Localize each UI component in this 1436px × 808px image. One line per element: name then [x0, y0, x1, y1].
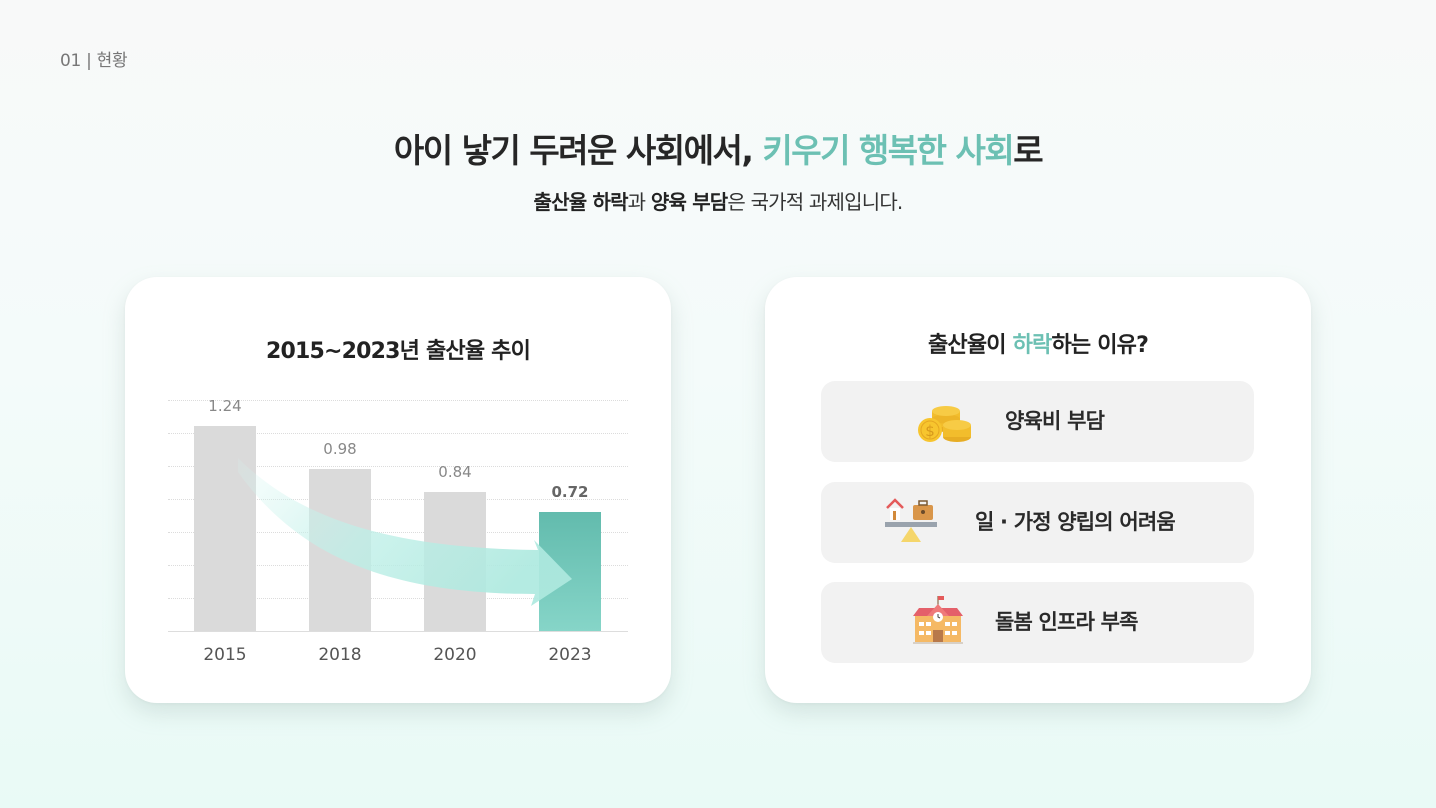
bar-2023 — [539, 512, 601, 631]
svg-text:$: $ — [925, 422, 935, 440]
reasons-title-part1: 출산율이 — [927, 333, 1013, 358]
reasons-title: 출산율이 하락하는 이유? — [765, 327, 1311, 359]
bar-2015 — [194, 426, 256, 631]
reasons-title-part2: 하는 이유? — [1051, 333, 1149, 358]
value-label: 0.98 — [323, 440, 357, 458]
reason-label: 일 · 가정 양립의 어려움 — [975, 510, 1176, 534]
reason-item-childcare-cost: $ 양육비 부담 — [821, 381, 1254, 462]
bar-2018 — [309, 469, 371, 631]
reasons-title-accent: 하락 — [1012, 333, 1053, 358]
x-tick-label: 2018 — [318, 645, 362, 665]
coins-icon: $ — [918, 406, 971, 442]
section-label: 01 | 현황 — [60, 51, 128, 71]
gridline — [168, 433, 628, 434]
x-tick-label: 2020 — [433, 645, 477, 665]
reason-item-work-life: 일 · 가정 양립의 어려움 — [821, 482, 1254, 563]
chart-title: 2015~2023년 출산율 추이 — [265, 339, 531, 364]
x-tick-label: 2015 — [203, 645, 247, 665]
value-label: 0.84 — [438, 463, 472, 481]
gridline — [168, 400, 628, 401]
x-tick-label: 2023 — [548, 645, 592, 665]
chart-card: 2015~2023년 출산율 추이 1.24 0.98 0.84 — [125, 277, 671, 703]
value-label-highlight: 0.72 — [551, 483, 589, 501]
page-title: 아이 낳기 두려운 사회에서, 키우기 행복한 사회로 — [0, 124, 1436, 172]
title-accent: 키우기 행복한 사회 — [762, 131, 1014, 170]
subtitle: 출산율 하락과 양육 부담은 국가적 과제입니다. — [0, 186, 1436, 215]
reason-item-care-infra: 돌봄 인프라 부족 — [821, 582, 1254, 663]
bar-2020 — [424, 492, 486, 631]
school-building-icon — [913, 596, 963, 644]
bar-chart: 1.24 0.98 0.84 0.72 2015 2018 2020 2023 — [168, 397, 628, 665]
subtitle-bold-1: 출산율 하락 — [533, 190, 629, 214]
reason-label: 돌봄 인프라 부족 — [995, 610, 1138, 634]
title-part1: 아이 낳기 두려운 사회에서, — [393, 131, 763, 170]
x-axis-line — [168, 631, 628, 632]
value-label: 1.24 — [208, 397, 242, 415]
subtitle-text-1: 과 — [627, 190, 651, 214]
reasons-card: 출산율이 하락하는 이유? $ 양육비 부담 일 · 가정 양립의 — [765, 277, 1311, 703]
subtitle-bold-2: 양육 부담 — [650, 190, 728, 214]
subtitle-text-2: 은 국가적 과제입니다. — [727, 190, 903, 214]
title-part2: 로 — [1013, 131, 1043, 170]
work-life-balance-icon — [885, 498, 937, 542]
reason-label: 양육비 부담 — [1005, 409, 1105, 433]
